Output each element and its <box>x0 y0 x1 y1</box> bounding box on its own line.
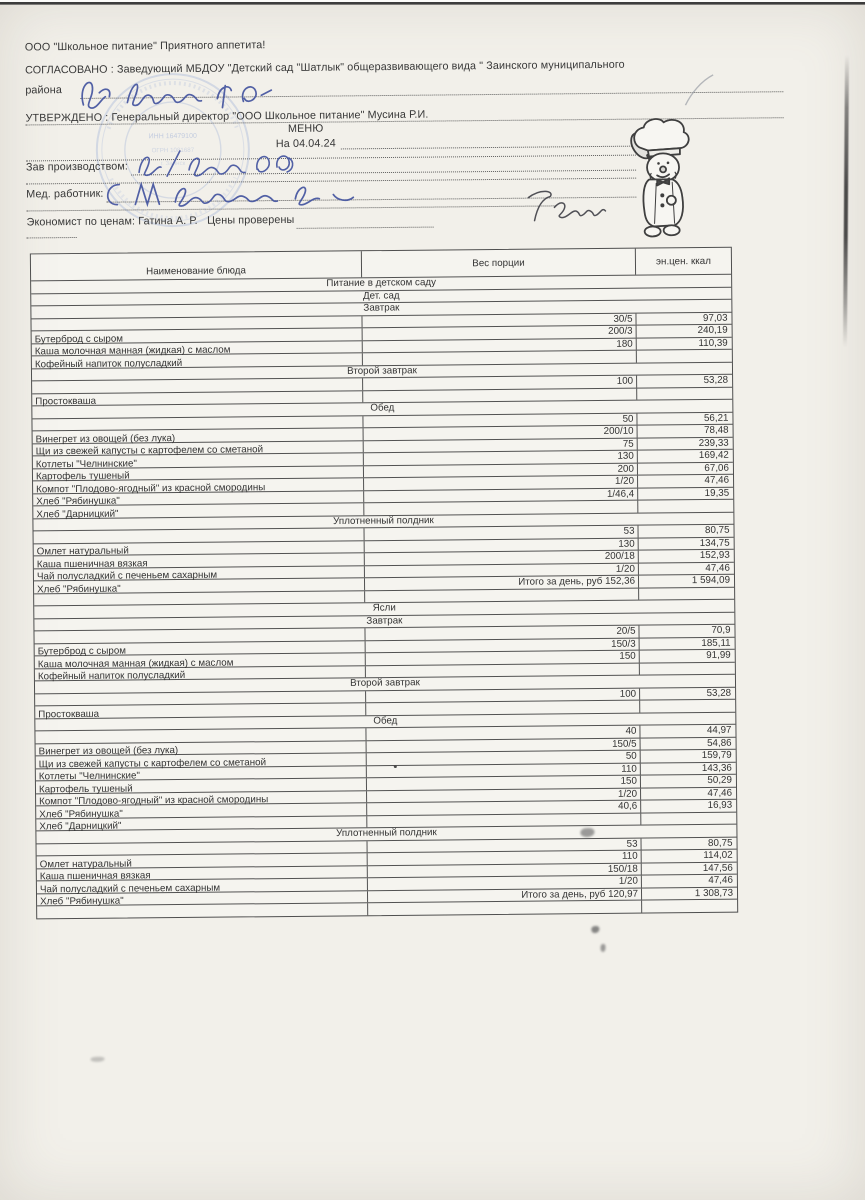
energy-kcal-cell: 47,46 <box>637 474 734 488</box>
header-dish-name: Наименование блюда <box>146 265 246 278</box>
energy-kcal-cell: 143,36 <box>639 762 736 775</box>
energy-kcal-cell: 50,29 <box>639 774 736 788</box>
energy-kcal-cell: 110,39 <box>635 337 732 350</box>
energy-kcal-cell: 80,75 <box>640 837 737 850</box>
energy-kcal-cell: 78,48 <box>636 424 733 438</box>
energy-kcal-cell: 97,03 <box>635 312 732 325</box>
agreed-line-2: района <box>25 84 62 97</box>
dotted-line <box>296 226 434 229</box>
dish-name-cell <box>37 904 367 919</box>
energy-kcal-cell: 1 594,09 <box>637 574 735 588</box>
header-energy-kcal: эн.цен. ккал <box>634 247 732 275</box>
energy-kcal-cell <box>640 812 737 825</box>
energy-kcal-cell <box>637 499 734 513</box>
production-manager-label: Зав производством: <box>25 160 129 174</box>
scan-edge-top <box>0 0 865 6</box>
energy-kcal-cell: 239,33 <box>636 437 733 450</box>
energy-kcal-cell: 240,19 <box>635 324 732 338</box>
energy-kcal-cell: 53,28 <box>636 374 733 388</box>
menu-table: Наименование блюда Вес порции эн.цен. кк… <box>29 246 739 919</box>
section-label: Дет. сад <box>362 290 400 302</box>
section-label: Уплотненный полдник <box>336 827 437 840</box>
energy-kcal-cell: 47,46 <box>640 787 737 800</box>
org-title: ООО "Школьное питание" Приятного аппетит… <box>24 39 266 54</box>
energy-kcal-cell: 47,46 <box>640 874 737 888</box>
prices-checked-note: Цены проверены <box>207 213 295 227</box>
section-label: Питание в детском саду <box>326 277 437 290</box>
energy-kcal-cell: 91,99 <box>638 649 735 663</box>
pen-slash-mark <box>684 74 714 106</box>
signature-head-of-kindergarten <box>81 81 273 109</box>
section-label: Второй завтрак <box>347 364 417 377</box>
energy-kcal-cell <box>635 349 732 363</box>
energy-kcal-cell: 19,35 <box>637 487 734 500</box>
menu-title: МЕНЮ <box>287 122 324 135</box>
signature-economist <box>527 190 607 222</box>
energy-kcal-cell: 134,75 <box>637 537 734 550</box>
energy-kcal-cell: 147,56 <box>640 862 737 875</box>
energy-kcal-cell: 185,11 <box>638 637 735 650</box>
energy-kcal-cell <box>636 387 733 400</box>
energy-kcal-cell: 53,28 <box>639 687 736 700</box>
energy-kcal-cell: 54,86 <box>639 737 736 750</box>
energy-kcal-cell: 114,02 <box>640 849 737 863</box>
menu-table-rows: Питание в детском саду Дет. сад Завтрак 30/… <box>31 273 738 919</box>
section-label: Завтрак <box>366 615 403 627</box>
energy-kcal-cell: 169,42 <box>636 449 733 463</box>
dotted-line <box>26 236 77 239</box>
energy-kcal-cell: 44,97 <box>639 724 736 738</box>
paper-speck <box>393 764 397 768</box>
section-label: Завтрак <box>363 302 400 314</box>
portion-weight-cell <box>367 900 642 915</box>
energy-kcal-cell <box>638 587 735 600</box>
section-label: Второй завтрак <box>350 677 420 690</box>
signature-medical-worker <box>106 181 355 208</box>
energy-kcal-cell: 67,06 <box>636 462 733 475</box>
section-label: Обед <box>370 402 395 414</box>
signature-production-manager <box>138 150 294 177</box>
energy-kcal-cell: 80,75 <box>637 524 734 538</box>
energy-kcal-cell: 1 308,73 <box>640 887 738 900</box>
energy-kcal-cell: 16,93 <box>640 799 737 813</box>
energy-kcal-cell <box>639 699 736 713</box>
economist-label: Экономист по ценам: Гатина А. Р. Цены пр… <box>26 214 294 229</box>
chef-mascot-icon <box>630 118 690 238</box>
stamp-text: ИНН 16479100 <box>149 133 197 140</box>
section-label: Обед <box>373 715 398 727</box>
svg-text:ОГРН 1081687: ОГРН 1081687 <box>152 147 195 154</box>
energy-kcal-cell: 159,79 <box>639 749 736 763</box>
economist-name: Экономист по ценам: Гатина А. Р. <box>26 214 198 229</box>
energy-kcal-cell: 56,21 <box>636 412 733 425</box>
energy-kcal-cell: 70,9 <box>638 624 735 638</box>
energy-kcal-cell <box>638 662 735 675</box>
energy-kcal-cell: 47,46 <box>637 562 734 575</box>
energy-kcal-cell: 152,93 <box>637 549 734 563</box>
paper-smudge <box>591 926 600 934</box>
section-label: Уплотненный полдник <box>333 514 434 527</box>
paper-smudge <box>90 1056 105 1062</box>
header-portion-weight: Вес порции <box>360 248 636 278</box>
section-label: Ясли <box>372 602 396 614</box>
medical-worker-label: Мед. работник: <box>26 187 104 201</box>
energy-kcal-cell <box>641 899 738 913</box>
paper-smudge <box>600 943 606 952</box>
